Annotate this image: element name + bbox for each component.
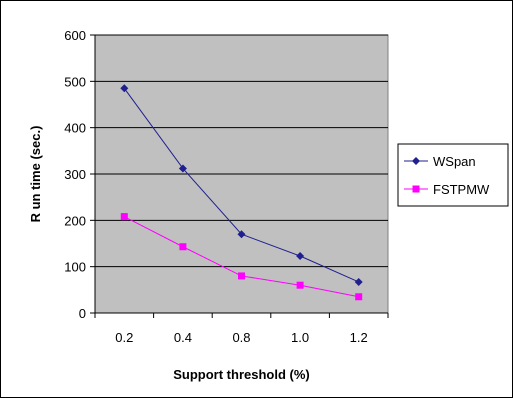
y-tick-label: 500 [64, 74, 86, 89]
legend-marker [412, 185, 420, 193]
y-tick-label: 400 [64, 121, 86, 136]
x-axis-title: Support threshold (%) [173, 367, 310, 382]
data-point [120, 84, 129, 93]
x-tick-label: 0.2 [115, 330, 133, 345]
y-tick-label: 200 [64, 213, 86, 228]
y-tick-label: 300 [64, 167, 86, 182]
legend-item-wspan: WSpan [404, 154, 476, 169]
x-tick-label: 0.8 [232, 330, 250, 345]
y-axis-ticks: 0 100 200 300 400 500 600 [64, 28, 95, 321]
data-point [179, 243, 187, 251]
series-wspan [120, 84, 363, 286]
x-tick-label: 1.2 [350, 330, 368, 345]
x-tick-label: 1.0 [291, 330, 309, 345]
data-point [238, 272, 245, 280]
data-point [120, 213, 128, 221]
y-tick-label: 0 [79, 306, 86, 321]
data-point [354, 277, 363, 286]
legend-box [397, 143, 509, 207]
series-fstpmw [120, 213, 363, 301]
x-tick-label: 0.4 [174, 330, 192, 345]
data-point [296, 252, 305, 261]
data-point [296, 281, 304, 289]
y-tick-label: 100 [64, 260, 86, 275]
series-layer [120, 84, 363, 301]
data-point [237, 230, 246, 239]
legend-item-fstpmw: FSTPMW [404, 182, 490, 197]
legend-label: FSTPMW [433, 182, 490, 197]
x-axis-ticks: 0.2 0.4 0.8 1.0 1.2 [94, 313, 389, 345]
legend: WSpan FSTPMW [397, 143, 509, 207]
legend-label: WSpan [433, 154, 476, 169]
gridlines [95, 34, 388, 268]
y-axis-title: R un time (sec.) [28, 126, 43, 223]
y-tick-label: 600 [64, 28, 86, 43]
data-point [178, 164, 187, 173]
legend-marker [412, 157, 420, 165]
data-point [355, 293, 363, 301]
